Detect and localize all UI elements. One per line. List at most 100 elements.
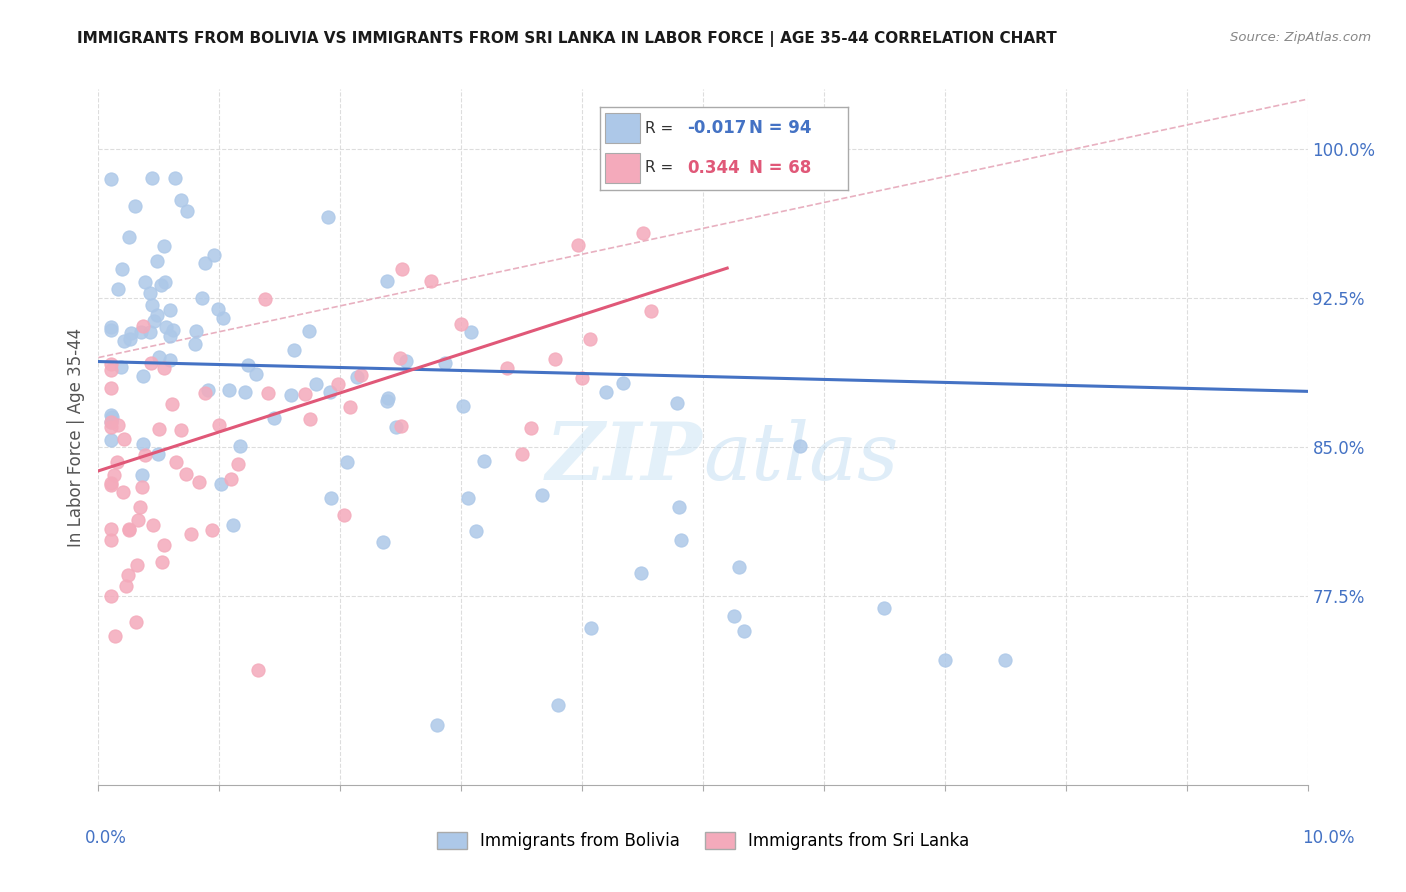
Point [118,230,141,244]
Point [180,526,202,541]
Point [111,262,134,277]
Text: 0.0%: 0.0% [84,829,127,847]
Point [391,262,413,277]
Point [346,370,368,384]
Point [733,624,755,639]
Point [160,397,183,411]
Point [100,433,122,447]
Point [176,203,198,218]
Point [105,455,128,469]
Point [139,325,162,339]
Point [254,292,277,306]
Point [143,314,166,328]
Point [371,535,394,549]
Point [100,363,122,377]
Point [100,475,122,490]
Point [465,524,488,539]
Point [336,455,359,469]
Point [283,343,305,357]
Point [131,480,153,494]
Y-axis label: In Labor Force | Age 35-44: In Labor Force | Age 35-44 [66,327,84,547]
Point [233,384,256,399]
Point [547,698,569,713]
Point [111,484,134,499]
Point [131,318,153,333]
Point [125,558,148,573]
Point [631,226,654,240]
Text: IMMIGRANTS FROM BOLIVIA VS IMMIGRANTS FROM SRI LANKA IN LABOR FORCE | AGE 35-44 : IMMIGRANTS FROM BOLIVIA VS IMMIGRANTS FR… [77,31,1057,47]
Point [612,376,634,390]
Point [107,417,129,432]
Point [298,324,321,338]
Point [319,384,342,399]
Point [294,386,316,401]
Point [155,320,177,334]
Point [579,622,602,636]
Point [127,513,149,527]
Point [328,376,350,391]
Point [110,359,132,374]
Point [389,419,412,434]
Point [201,523,224,537]
Point [994,653,1017,667]
Point [280,388,302,402]
Point [630,566,652,580]
Point [571,371,593,385]
Point [100,172,122,186]
Point [678,161,700,176]
Point [129,500,152,514]
Point [194,256,217,270]
Point [145,253,167,268]
Point [298,412,321,426]
Point [257,385,280,400]
Point [148,350,170,364]
Point [495,360,517,375]
Point [221,518,243,533]
Point [202,248,225,262]
Point [377,391,399,405]
Point [100,533,122,547]
Point [124,198,146,212]
Point [426,718,449,732]
Point [125,615,148,629]
Point [319,491,342,506]
Point [219,473,242,487]
Point [100,357,122,371]
Point [169,193,191,207]
Point [159,302,181,317]
Point [104,629,127,643]
Point [247,663,270,677]
Point [152,538,174,552]
Point [103,467,125,482]
Point [191,291,214,305]
Point [114,579,136,593]
Point [184,337,207,351]
Text: ZIP: ZIP [546,419,703,497]
Point [460,325,482,339]
Point [211,310,233,325]
Point [395,353,418,368]
Point [723,609,745,624]
Point [129,325,152,339]
Point [377,274,399,288]
Point [218,384,240,398]
Point [389,351,412,365]
Point [120,326,142,340]
Point [333,508,356,522]
Point [669,533,692,548]
Point [100,522,122,536]
Point [100,409,122,423]
Point [245,367,267,381]
Point [873,600,896,615]
Point [101,410,124,425]
Point [100,477,122,491]
Text: 10.0%: 10.0% [1302,829,1355,847]
Point [668,500,690,514]
Point [530,488,553,502]
Point [141,297,163,311]
Point [567,238,589,252]
Point [305,376,328,391]
Point [209,477,232,491]
Point [118,332,141,346]
Point [450,318,472,332]
